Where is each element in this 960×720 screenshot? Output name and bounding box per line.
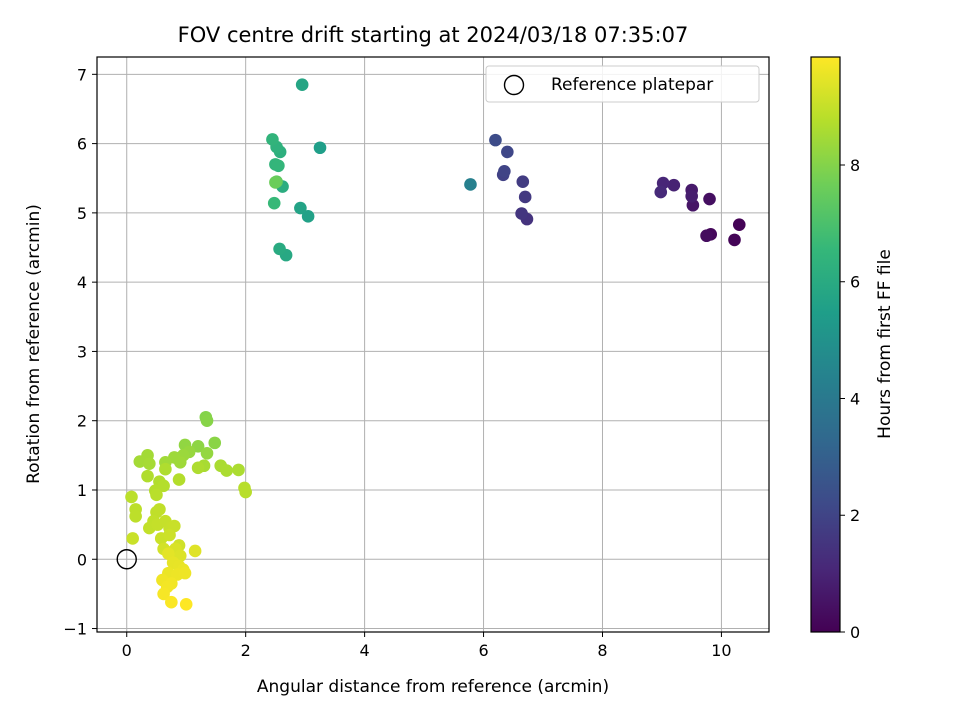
legend-marker	[503, 74, 525, 96]
colorbar-gradient	[811, 57, 840, 632]
data-point	[667, 178, 681, 192]
colorbar-ticks: 0 2 4 6 8	[840, 156, 860, 642]
data-point	[732, 218, 746, 231]
y-tick-label: 2	[77, 412, 87, 431]
colorbar-label: Hours from first FF file	[875, 249, 895, 439]
data-point	[700, 229, 713, 243]
data-point	[178, 566, 192, 580]
data-point	[208, 436, 222, 450]
data-point	[239, 485, 252, 499]
legend-label: Reference platepar	[551, 75, 713, 95]
x-tick-label: 4	[360, 641, 370, 660]
data-point	[269, 176, 282, 189]
x-tick-label: 8	[597, 641, 607, 660]
colorbar-tick-label: 0	[850, 623, 860, 642]
data-point	[703, 192, 716, 206]
data-point	[685, 189, 698, 203]
data-point	[294, 201, 307, 215]
y-axis-label: Rotation from reference (arcmin)	[24, 204, 44, 484]
plot-frame	[96, 56, 770, 633]
data-point	[133, 455, 147, 468]
data-point	[464, 178, 477, 191]
data-point	[179, 597, 193, 611]
data-point	[728, 233, 741, 247]
grid-lines	[97, 57, 769, 632]
data-point	[141, 469, 154, 483]
data-point	[301, 210, 315, 223]
data-point	[143, 457, 156, 470]
data-point	[191, 461, 205, 475]
data-point	[159, 462, 172, 476]
data-point	[165, 595, 178, 609]
chart-title: FOV centre drift starting at 2024/03/18 …	[178, 23, 689, 47]
data-point	[295, 78, 309, 92]
data-point	[157, 587, 170, 601]
legend: Reference platepar	[485, 65, 760, 103]
data-point	[518, 190, 532, 204]
y-tick-label: 1	[77, 481, 87, 500]
data-point	[273, 242, 286, 256]
colorbar-frame	[810, 56, 841, 633]
data-point	[654, 185, 668, 199]
data-point	[200, 446, 214, 460]
data-point	[153, 503, 166, 516]
y-tick-label: 0	[77, 550, 87, 569]
data-point	[126, 532, 139, 545]
y-tick-label: 5	[77, 204, 87, 223]
data-point	[125, 490, 138, 504]
data-point	[220, 464, 233, 477]
data-point	[232, 463, 245, 477]
x-axis: 0 2 4 6 8 10	[122, 632, 732, 660]
x-tick-label: 10	[711, 641, 731, 660]
data-point	[272, 159, 285, 173]
data-point	[498, 165, 511, 178]
y-tick-label: 4	[77, 273, 87, 292]
data-point	[150, 488, 163, 502]
data-point	[266, 133, 279, 146]
data-point	[188, 544, 202, 558]
data-point	[313, 141, 327, 155]
x-axis-label: Angular distance from reference (arcmin)	[257, 677, 609, 697]
y-tick-label: −1	[63, 620, 87, 639]
data-point	[515, 207, 528, 220]
reference-point-marker	[116, 549, 137, 570]
x-tick-label: 2	[241, 641, 251, 660]
data-point	[172, 473, 186, 486]
data-point	[267, 196, 281, 210]
data-point	[129, 510, 142, 523]
colorbar-tick-label: 8	[850, 156, 860, 175]
legend-box	[485, 65, 760, 103]
colorbar: 0 2 4 6 8 Hours from first FF file	[810, 56, 895, 642]
colorbar-tick-label: 4	[850, 389, 860, 408]
data-point	[200, 414, 214, 428]
colorbar-tick-label: 6	[850, 273, 860, 292]
y-tick-label: 7	[77, 65, 87, 84]
data-point	[173, 455, 187, 469]
x-tick-label: 6	[478, 641, 488, 660]
y-axis: −1 0 1 2 3 4 5 6 7	[63, 65, 97, 639]
y-tick-label: 6	[77, 135, 87, 154]
data-point	[516, 175, 530, 188]
y-tick-label: 3	[77, 342, 87, 361]
x-tick-label: 0	[122, 641, 132, 660]
data-point	[501, 145, 514, 159]
data-point	[489, 133, 502, 147]
data-point	[163, 528, 176, 542]
data-points	[125, 78, 746, 611]
colorbar-tick-label: 2	[850, 506, 860, 525]
